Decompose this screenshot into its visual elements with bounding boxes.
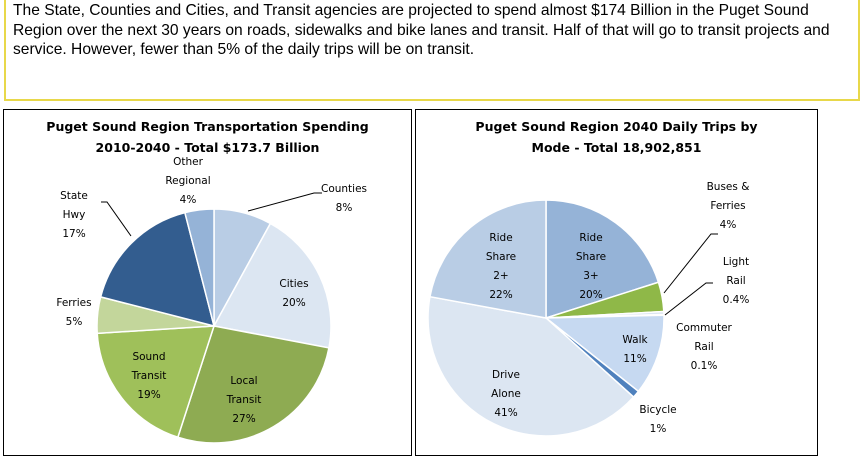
pct-text: 19%	[137, 389, 161, 401]
leader-line	[663, 233, 718, 294]
slice-label-sound-transit: Sound Transit 19%	[116, 348, 182, 405]
slice-label-ride-share-3: Ride Share 3+ 20%	[551, 229, 631, 305]
pct-text: 4%	[179, 194, 197, 206]
label-text: Counties	[320, 183, 368, 195]
label-text: Buses & Ferries	[706, 181, 750, 212]
slice-label-other-regional: Other Regional 4%	[154, 153, 222, 210]
pct-text: 0.1%	[690, 360, 718, 372]
pie-slice-drive-alone	[427, 295, 635, 437]
slice-label-buses-ferries: Buses & Ferries 4%	[696, 178, 760, 235]
leader-line	[247, 192, 322, 212]
slice-label-commuter-rail: Commuter Rail 0.1%	[668, 319, 740, 376]
spending-chart-title: Puget Sound Region Transportation Spendi…	[46, 119, 369, 155]
trips-chart-panel: Puget Sound Region 2040 Daily Trips by M…	[415, 109, 818, 456]
intro-text-box: The State, Counties and Cities, and Tran…	[4, 0, 860, 101]
pie-slice-sound-transit	[96, 325, 216, 439]
pct-text: 20%	[579, 289, 603, 301]
pct-text: 22%	[489, 289, 513, 301]
pie-slice-state-hwy	[99, 211, 216, 328]
label-text: Cities	[279, 278, 309, 290]
pie-slice-local-transit	[176, 325, 330, 444]
slice-label-ferries: Ferries 5%	[44, 294, 104, 332]
label-text: Walk	[622, 334, 648, 346]
pie-slice-cities	[212, 222, 332, 349]
slice-label-state-hwy: State Hwy 17%	[34, 187, 114, 244]
label-text: State Hwy	[60, 190, 88, 221]
pct-text: 11%	[623, 353, 647, 365]
slice-label-drive-alone: Drive Alone 41%	[476, 366, 536, 423]
trips-chart-title: Puget Sound Region 2040 Daily Trips by M…	[475, 119, 758, 155]
spending-chart-panel: Puget Sound Region Transportation Spendi…	[3, 109, 412, 456]
label-text: Local Transit	[226, 375, 262, 406]
label-text: Ride Share 2+	[485, 232, 517, 282]
label-text: Light Rail	[722, 256, 750, 287]
label-text: Other Regional	[165, 156, 211, 187]
label-text: Drive Alone	[491, 369, 521, 400]
pct-text: 5%	[65, 316, 83, 328]
pct-text: 1%	[649, 423, 667, 435]
pct-text: 27%	[232, 413, 256, 425]
intro-text: The State, Counties and Cities, and Tran…	[13, 2, 830, 58]
slice-label-bicycle: Bicycle 1%	[628, 401, 688, 439]
pie-slice-ride-share-2-	[429, 199, 547, 319]
label-text: Commuter Rail	[676, 322, 732, 353]
pct-text: 0.4%	[722, 294, 750, 306]
pie-slice-other-regional	[183, 208, 215, 327]
label-text: Bicycle	[639, 404, 677, 416]
slice-label-ride-share-2: Ride Share 2+ 22%	[461, 229, 541, 305]
pct-text: 4%	[719, 219, 737, 231]
pct-text: 41%	[494, 407, 518, 419]
pie-slice-ride-share-3-	[545, 199, 660, 320]
slice-label-walk: Walk 11%	[614, 331, 656, 369]
pie-slice-walk	[543, 314, 665, 393]
slice-label-local-transit: Local Transit 27%	[209, 372, 279, 429]
label-text: Sound Transit	[131, 351, 167, 382]
leader-line	[664, 282, 713, 316]
pct-text: 17%	[62, 228, 86, 240]
pct-text: 8%	[335, 202, 353, 214]
slice-label-light-rail: Light Rail 0.4%	[701, 253, 771, 310]
leader-line	[101, 201, 132, 237]
trips-pie	[427, 199, 718, 437]
spending-pie	[96, 192, 332, 444]
slice-label-counties: Counties 8%	[289, 180, 399, 218]
label-text: Ferries	[56, 297, 92, 309]
slice-label-cities: Cities 20%	[259, 275, 329, 313]
pct-text: 20%	[282, 297, 306, 309]
label-text: Ride Share 3+	[575, 232, 607, 282]
